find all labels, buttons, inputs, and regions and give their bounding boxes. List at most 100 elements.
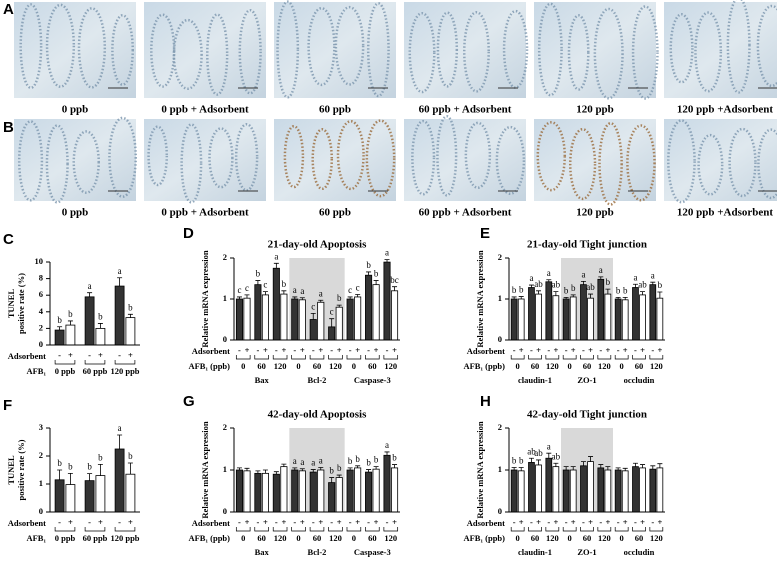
villus [283, 125, 305, 189]
error-bar [373, 466, 379, 470]
bar [335, 306, 343, 341]
bracket [291, 527, 306, 532]
caption: 60 ppb + Adsorbent [419, 207, 512, 219]
adsorbent-sign: + [536, 517, 541, 527]
adsorbent-sign: + [519, 517, 524, 527]
error-bar [536, 290, 542, 295]
error-bar [57, 469, 63, 480]
dose-label: 120 [598, 533, 611, 543]
significance-letter: b [87, 462, 92, 472]
significance-letter: b [512, 285, 517, 295]
dose-label: 120 ppb [110, 366, 139, 376]
bracket [54, 360, 76, 365]
caption: 60 ppb [319, 104, 351, 116]
bracket [54, 527, 76, 532]
bar [656, 297, 664, 341]
error-bar [632, 462, 638, 467]
error-bar [281, 463, 287, 467]
bracket [309, 527, 325, 532]
bracket [614, 355, 629, 360]
bracket [528, 355, 542, 360]
error-bar [563, 466, 569, 470]
adsorbent-sign: - [634, 517, 637, 527]
shaded-region [561, 258, 613, 340]
bar [261, 294, 269, 341]
villus [72, 130, 100, 194]
caption: 120 ppb +Adsorbent [677, 207, 773, 219]
bar [335, 477, 343, 513]
bar [552, 295, 560, 341]
y-axis-label: Relative mRNA expression [475, 421, 485, 518]
y-axis-label: TUNEL [6, 289, 16, 319]
tissue-texture [276, 0, 390, 99]
bar [510, 469, 518, 513]
dose-label: 0 [568, 361, 572, 371]
dose-label: 60 [368, 533, 377, 543]
bracket [346, 527, 362, 532]
adsorbent-sign: - [330, 517, 333, 527]
adsorbent-sign: - [88, 350, 91, 360]
adsorbent-sign: + [657, 517, 662, 527]
y-tick-label: 0 [223, 334, 227, 344]
error-bar [553, 291, 559, 296]
significance-letter: bc [390, 275, 399, 285]
villus [436, 115, 458, 197]
caption: 60 ppb [319, 207, 351, 219]
error-bar [528, 284, 534, 288]
micrograph [144, 2, 266, 98]
error-bar [392, 286, 398, 291]
significance-letter: ab [552, 451, 561, 461]
group-label: claudin-1 [518, 375, 552, 385]
error-bar [384, 259, 390, 263]
bar [298, 299, 306, 341]
bar [328, 326, 336, 341]
dose-label: 60 [635, 533, 644, 543]
dose-label: 0 [296, 361, 300, 371]
error-bar [511, 296, 517, 299]
error-bar [329, 318, 335, 327]
bar [528, 462, 535, 513]
significance-letter: a [311, 458, 315, 468]
error-bar [650, 465, 656, 470]
villus [537, 2, 563, 97]
micrograph [404, 119, 526, 201]
adsorbent-sign: - [651, 517, 654, 527]
caption: 0 ppb [62, 207, 89, 219]
bar [604, 293, 612, 341]
dose-label: 60 [257, 533, 266, 543]
significance-letter: c [330, 307, 334, 317]
row-label: Adsorbent [467, 346, 505, 356]
bar [243, 297, 251, 341]
bar [84, 296, 95, 346]
significance-letter: b [68, 461, 73, 471]
bar [656, 467, 664, 513]
adsorbent-sign: + [623, 345, 628, 355]
error-bar [97, 464, 103, 476]
significance-letter: a [547, 268, 551, 278]
bracket [328, 527, 343, 532]
adsorbent-sign: + [337, 345, 342, 355]
villus [756, 4, 777, 88]
bar [535, 464, 542, 513]
error-bar [518, 467, 524, 471]
adsorbent-sign: + [588, 517, 593, 527]
y-tick-label: 1 [223, 293, 227, 303]
bracket [545, 355, 560, 360]
bar [346, 298, 354, 341]
dose-label: 120 [598, 361, 611, 371]
bar [510, 298, 518, 341]
shaded-region [289, 258, 345, 340]
adsorbent-sign: + [605, 517, 610, 527]
adsorbent-sign: - [565, 345, 568, 355]
significance-letter: b [606, 277, 611, 287]
villus [150, 13, 176, 88]
villus [697, 133, 724, 196]
error-bar [563, 296, 569, 299]
bracket [254, 527, 269, 532]
bar [125, 317, 136, 346]
error-bar [67, 320, 73, 326]
tissue-texture [19, 3, 134, 90]
bar [328, 482, 336, 513]
group-label: Bax [255, 547, 270, 557]
error-bar [262, 469, 268, 474]
